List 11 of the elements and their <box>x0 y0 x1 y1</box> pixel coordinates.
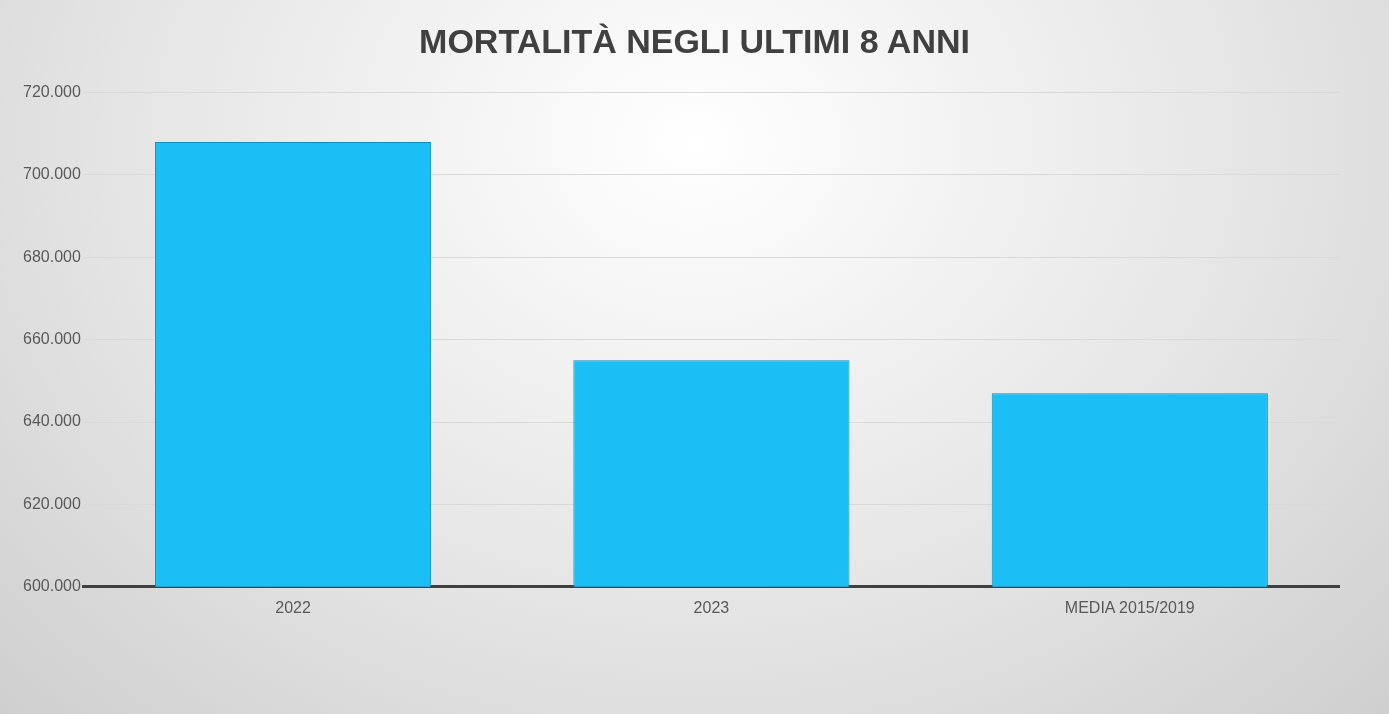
y-tick-label: 680.000 <box>22 247 81 265</box>
y-tick-label: 700.000 <box>22 165 81 183</box>
x-tick-label: 2023 <box>693 598 730 616</box>
chart-title: MORTALITÀ NEGLI ULTIMI 8 ANNI <box>418 22 971 61</box>
y-tick-label: 720.000 <box>22 83 81 101</box>
x-tick-label: 2022 <box>275 598 311 616</box>
y-tick-label: 660.000 <box>22 330 81 348</box>
y-tick-label: 640.000 <box>22 412 81 430</box>
x-tick-label: MEDIA 2015/2019 <box>1064 598 1195 616</box>
y-tick-label: 600.000 <box>22 577 81 595</box>
y-tick-label: 620.000 <box>22 494 81 512</box>
